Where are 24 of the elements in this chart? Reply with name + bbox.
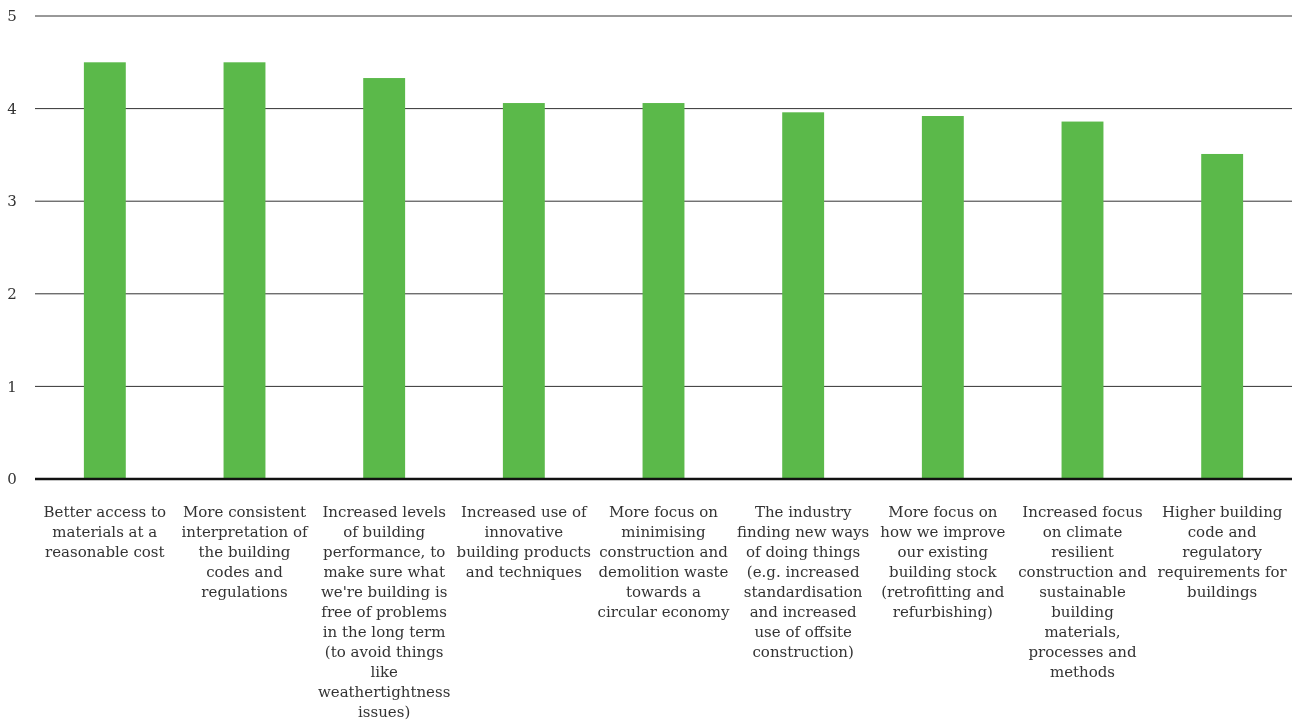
bar <box>642 103 685 479</box>
y-tick-label: 5 <box>7 7 17 26</box>
bar <box>1201 153 1244 479</box>
category-label: Increased focus on climate resilient construction and sustainable building materials, processes and methods <box>1018 503 1147 681</box>
x-tick-label: Higher building code and regulatory requirements for buildings <box>1157 503 1288 601</box>
bar <box>1061 121 1104 479</box>
bar <box>502 103 545 479</box>
category-label: Increased levels of building performance, to make sure what we're building is free of problems in the long term (to avoid things like weathertightness issues) <box>317 503 451 720</box>
bar <box>223 62 266 479</box>
x-tick-label: More focus on how we improve our existing building stock (retrofitting and refurbishing) <box>880 503 1006 621</box>
x-tick-label: The industry finding new ways of doing things (e.g. increased standardisation and increased use of offsite construction) <box>737 503 870 661</box>
x-tick-label: Increased use of innovative building products and techniques <box>456 503 592 581</box>
bar <box>363 78 406 479</box>
x-tick-label: More consistent interpretation of the building codes and regulations <box>181 503 309 601</box>
bar <box>921 116 964 479</box>
y-tick-label: 1 <box>7 377 17 396</box>
x-tick-label: Better access to materials at a reasonable cost <box>43 503 167 561</box>
x-tick-label: More focus on minimising construction and demolition waste towards a circular economy <box>597 503 730 621</box>
y-tick-label: 0 <box>7 470 17 489</box>
bar <box>782 112 825 479</box>
y-tick-label: 3 <box>7 192 17 211</box>
y-tick-label: 4 <box>7 99 17 118</box>
y-tick-label: 2 <box>7 285 17 304</box>
bar <box>83 62 126 479</box>
